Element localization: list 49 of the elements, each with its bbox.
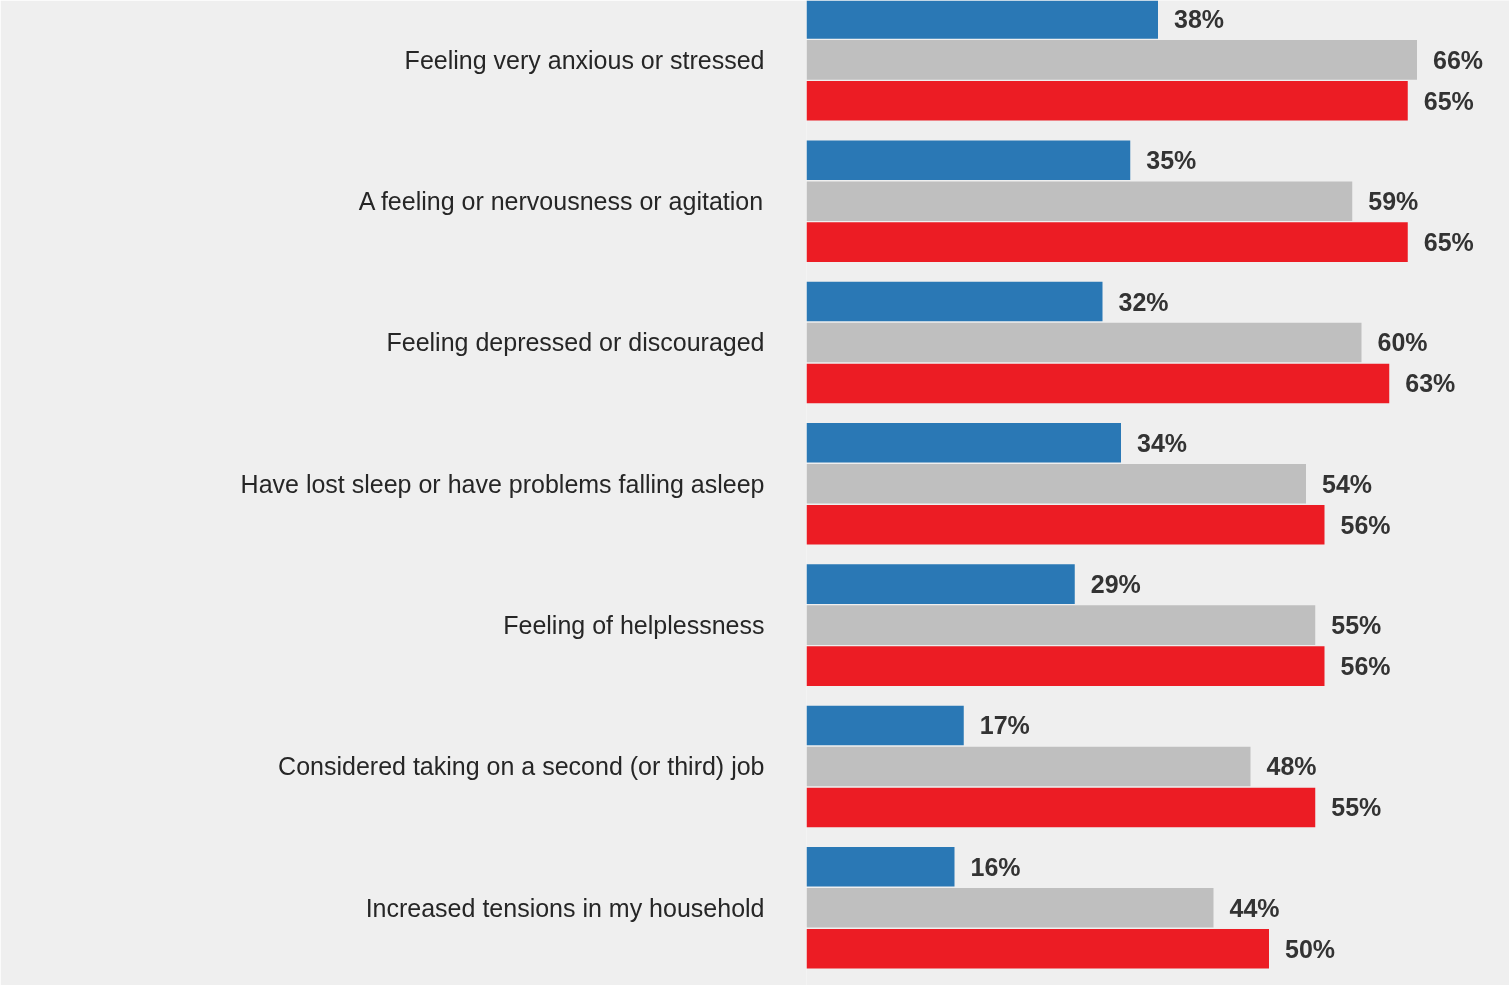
- data-label: 66%: [1433, 45, 1484, 74]
- data-label: 65%: [1423, 228, 1474, 257]
- data-label: 17%: [979, 711, 1030, 740]
- data-label: 56%: [1340, 652, 1391, 681]
- data-label: 63%: [1405, 369, 1456, 398]
- bar: [806, 787, 1316, 828]
- y-tick-label: Feeling of helplessness: [503, 611, 765, 640]
- bar: [806, 646, 1325, 686]
- bar: [806, 928, 1269, 969]
- bar: [806, 181, 1353, 221]
- data-label: 16%: [970, 852, 1021, 881]
- data-label: 32%: [1118, 287, 1169, 316]
- data-label: 54%: [1322, 469, 1373, 498]
- y-tick-label: A feeling or nervousness or agitation: [358, 187, 764, 216]
- data-label: 60%: [1377, 328, 1428, 357]
- bar: [806, 564, 1075, 604]
- y-tick-label: Feeling depressed or discouraged: [386, 328, 765, 357]
- data-label: 59%: [1368, 187, 1419, 216]
- bar: [806, 887, 1214, 928]
- data-label: 34%: [1137, 428, 1188, 457]
- bar: [806, 81, 1408, 121]
- data-label: 48%: [1266, 752, 1317, 781]
- bar: [806, 705, 964, 746]
- bar: [806, 605, 1316, 645]
- y-tick-label: Have lost sleep or have problems falling asleep: [240, 469, 765, 498]
- data-label: 38%: [1174, 4, 1225, 33]
- data-label: 35%: [1146, 146, 1197, 175]
- bar: [806, 281, 1103, 322]
- bar: [806, 847, 955, 887]
- bar: [806, 222, 1408, 262]
- bar: [806, 140, 1131, 180]
- bar: [806, 746, 1251, 787]
- data-label: 50%: [1285, 934, 1336, 963]
- data-label: 55%: [1331, 611, 1382, 640]
- y-tick-label: Feeling very anxious or stressed: [404, 45, 765, 74]
- bar: [806, 322, 1362, 363]
- data-label: 55%: [1331, 793, 1382, 822]
- bar: [806, 423, 1121, 463]
- data-label: 44%: [1229, 893, 1280, 922]
- bar: [806, 505, 1325, 545]
- data-label: 29%: [1090, 570, 1141, 599]
- data-label: 65%: [1423, 86, 1474, 115]
- y-tick-label: Considered taking on a second (or third) job: [278, 752, 765, 781]
- bar: [806, 363, 1390, 404]
- bar: [806, 40, 1417, 80]
- bar: [806, 464, 1306, 504]
- bar: [806, 0, 1158, 39]
- y-tick-label: Increased tensions in my household: [365, 893, 765, 922]
- data-label: 56%: [1340, 510, 1391, 539]
